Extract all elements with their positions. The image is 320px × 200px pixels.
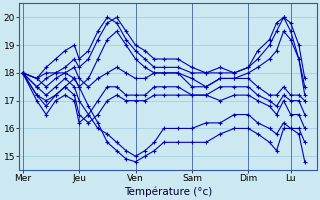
X-axis label: Température (°c): Température (°c)	[124, 186, 212, 197]
